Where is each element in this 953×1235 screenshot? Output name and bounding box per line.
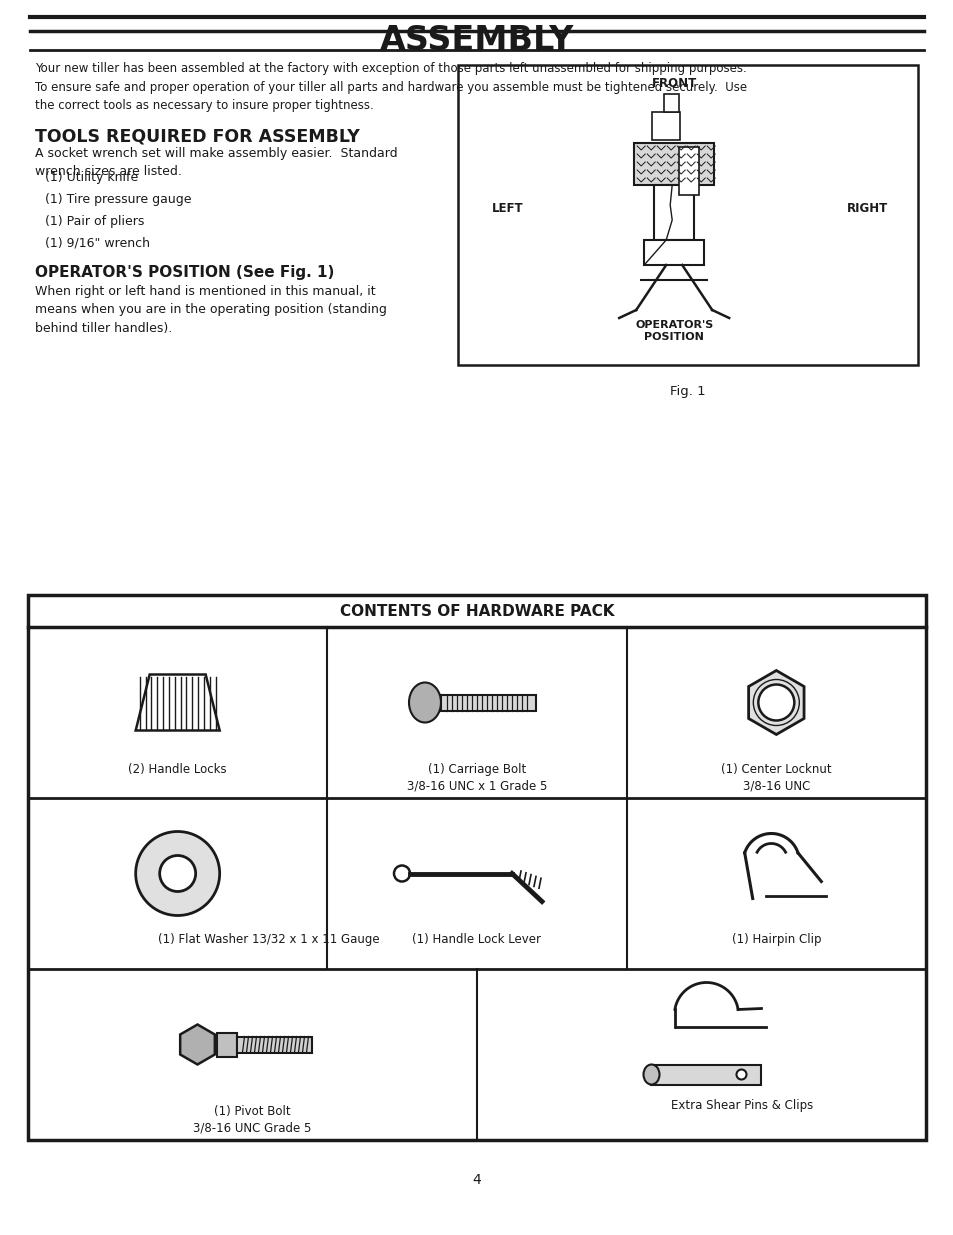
- Text: TOOLS REQUIRED FOR ASSEMBLY: TOOLS REQUIRED FOR ASSEMBLY: [35, 127, 359, 144]
- Text: OPERATOR'S POSITION (See Fig. 1): OPERATOR'S POSITION (See Fig. 1): [35, 266, 334, 280]
- Ellipse shape: [409, 683, 440, 722]
- Text: (1) Hairpin Clip: (1) Hairpin Clip: [731, 934, 821, 946]
- Text: RIGHT: RIGHT: [846, 203, 887, 215]
- Text: Your new tiller has been assembled at the factory with exception of those parts : Your new tiller has been assembled at th…: [35, 62, 746, 112]
- Bar: [651, 1065, 760, 1084]
- Text: 4: 4: [472, 1173, 481, 1187]
- Bar: [643, 240, 703, 266]
- Text: (1) Tire pressure gauge: (1) Tire pressure gauge: [45, 193, 192, 206]
- Bar: [679, 147, 699, 195]
- Bar: [440, 694, 536, 710]
- Text: (2) Handle Locks: (2) Handle Locks: [129, 762, 227, 776]
- Text: (1) Center Locknut
3/8-16 UNC: (1) Center Locknut 3/8-16 UNC: [720, 762, 831, 793]
- Text: FRONT: FRONT: [651, 77, 696, 90]
- Bar: [634, 143, 714, 185]
- Ellipse shape: [643, 1065, 659, 1084]
- Circle shape: [394, 866, 410, 882]
- Text: (1) Carriage Bolt
3/8-16 UNC x 1 Grade 5: (1) Carriage Bolt 3/8-16 UNC x 1 Grade 5: [406, 762, 547, 793]
- Polygon shape: [135, 674, 219, 730]
- Text: (1) Pivot Bolt
3/8-16 UNC Grade 5: (1) Pivot Bolt 3/8-16 UNC Grade 5: [193, 1104, 312, 1135]
- Circle shape: [736, 1070, 745, 1079]
- Text: (1) Handle Lock Lever: (1) Handle Lock Lever: [412, 934, 541, 946]
- Bar: [654, 185, 694, 240]
- Bar: [28, 595, 925, 1140]
- Text: (1) Utility knife: (1) Utility knife: [45, 170, 138, 184]
- Text: Extra Shear Pins & Clips: Extra Shear Pins & Clips: [671, 1099, 813, 1113]
- Text: CONTENTS OF HARDWARE PACK: CONTENTS OF HARDWARE PACK: [339, 604, 614, 619]
- Bar: [652, 112, 679, 140]
- Text: (1) Flat Washer 13/32 x 1 x 11 Gauge: (1) Flat Washer 13/32 x 1 x 11 Gauge: [157, 934, 379, 946]
- Text: OPERATOR'S
POSITION: OPERATOR'S POSITION: [635, 320, 713, 342]
- Text: (1) 9/16" wrench: (1) 9/16" wrench: [45, 237, 150, 249]
- Circle shape: [135, 831, 219, 915]
- Bar: [237, 1036, 313, 1052]
- Circle shape: [159, 856, 195, 892]
- Text: LEFT: LEFT: [492, 203, 523, 215]
- Polygon shape: [180, 1025, 214, 1065]
- Text: Fig. 1: Fig. 1: [670, 385, 705, 398]
- Bar: [217, 1032, 237, 1056]
- Circle shape: [758, 684, 794, 720]
- Text: A socket wrench set will make assembly easier.  Standard
wrench sizes are listed: A socket wrench set will make assembly e…: [35, 147, 397, 178]
- Bar: [457, 65, 917, 366]
- Polygon shape: [748, 671, 803, 735]
- Bar: [663, 94, 679, 112]
- Text: When right or left hand is mentioned in this manual, it
means when you are in th: When right or left hand is mentioned in …: [35, 285, 387, 335]
- Text: (1) Pair of pliers: (1) Pair of pliers: [45, 215, 144, 228]
- Text: ASSEMBLY: ASSEMBLY: [379, 23, 574, 57]
